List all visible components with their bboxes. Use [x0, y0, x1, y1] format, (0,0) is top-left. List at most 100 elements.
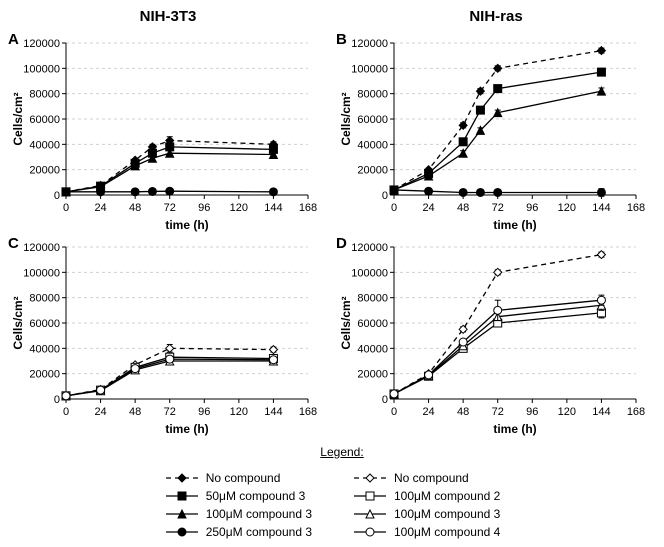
svg-text:0: 0: [63, 406, 69, 418]
panel-c: C 02000040000600008000010000012000002448…: [8, 237, 328, 437]
svg-text:Cells/cm²: Cells/cm²: [339, 296, 353, 349]
figure-grid: NIH-3T3 NIH-ras A 0200004000060000800001…: [8, 8, 656, 437]
svg-text:time (h): time (h): [165, 218, 208, 232]
svg-text:time (h): time (h): [493, 218, 536, 232]
svg-text:48: 48: [457, 202, 469, 214]
svg-text:80000: 80000: [29, 89, 60, 101]
svg-text:144: 144: [264, 202, 282, 214]
svg-text:24: 24: [94, 406, 106, 418]
svg-text:100000: 100000: [351, 63, 388, 75]
svg-text:0: 0: [391, 406, 397, 418]
legend-label: 100μM compound 3: [394, 507, 500, 521]
svg-text:72: 72: [164, 202, 176, 214]
svg-text:60000: 60000: [357, 114, 388, 126]
legend-item: No compound: [352, 471, 500, 485]
svg-text:0: 0: [382, 190, 388, 202]
legend-label: 100μM compound 4: [394, 525, 500, 539]
chart-c: 0200004000060000800001000001200000244872…: [8, 237, 318, 437]
panel-a: A 02000040000600008000010000012000002448…: [8, 33, 328, 233]
svg-text:168: 168: [627, 406, 645, 418]
svg-text:120000: 120000: [23, 242, 60, 254]
legend-swatch: [164, 471, 200, 485]
svg-text:40000: 40000: [357, 343, 388, 355]
svg-text:80000: 80000: [357, 89, 388, 101]
svg-text:144: 144: [592, 406, 610, 418]
panel-b: B 02000040000600008000010000012000002448…: [336, 33, 656, 233]
chart-a: 0200004000060000800001000001200000244872…: [8, 33, 318, 233]
panel-letter: A: [8, 31, 19, 48]
legend-item: 100μM compound 2: [352, 489, 500, 503]
svg-text:120000: 120000: [351, 242, 388, 254]
legend-title-wrap: Legend:: [8, 445, 656, 461]
legend-label: 50μM compound 3: [206, 489, 306, 503]
svg-text:0: 0: [391, 202, 397, 214]
legend-swatch: [352, 507, 388, 521]
panel-letter: C: [8, 235, 19, 252]
legend-item: 100μM compound 4: [352, 525, 500, 539]
svg-text:20000: 20000: [357, 165, 388, 177]
legend-title: Legend:: [300, 445, 363, 459]
svg-text:Cells/cm²: Cells/cm²: [11, 296, 25, 349]
svg-text:100000: 100000: [23, 267, 60, 279]
legend-swatch: [352, 489, 388, 503]
svg-text:120: 120: [558, 202, 576, 214]
svg-text:20000: 20000: [357, 369, 388, 381]
panel-letter: B: [336, 31, 347, 48]
svg-text:0: 0: [63, 202, 69, 214]
svg-text:96: 96: [198, 202, 210, 214]
svg-text:60000: 60000: [357, 318, 388, 330]
legend-label: No compound: [206, 471, 281, 485]
svg-text:24: 24: [94, 202, 106, 214]
svg-text:72: 72: [492, 406, 504, 418]
svg-text:60000: 60000: [29, 318, 60, 330]
panel-letter: D: [336, 235, 347, 252]
svg-text:0: 0: [54, 190, 60, 202]
svg-text:144: 144: [592, 202, 610, 214]
svg-text:80000: 80000: [29, 293, 60, 305]
chart-d: 0 20000 40000 60000 80000 100000 120000 0 24 48 72…: [336, 237, 646, 437]
legend-label: No compound: [394, 471, 469, 485]
svg-text:40000: 40000: [29, 139, 60, 151]
svg-text:60000: 60000: [29, 114, 60, 126]
legend-label: 250μM compound 3: [206, 525, 312, 539]
svg-text:0: 0: [54, 394, 60, 406]
svg-text:40000: 40000: [357, 139, 388, 151]
svg-text:168: 168: [299, 202, 317, 214]
svg-text:40000: 40000: [29, 343, 60, 355]
legend-swatch: [164, 489, 200, 503]
legend-item: 100μM compound 3: [352, 507, 500, 521]
svg-text:120: 120: [230, 406, 248, 418]
svg-text:24: 24: [422, 406, 434, 418]
svg-text:80000: 80000: [357, 293, 388, 305]
legend-swatch: [164, 525, 200, 539]
svg-text:96: 96: [526, 406, 538, 418]
svg-text:48: 48: [129, 202, 141, 214]
legend-swatch: [164, 507, 200, 521]
panel-d: D 0 20000 40000 60000 80000 100000 120000 0 24 48…: [336, 237, 656, 437]
svg-text:144: 144: [264, 406, 282, 418]
svg-text:72: 72: [492, 202, 504, 214]
legend-right: No compound 100μM compound 2 100μM compoun…: [352, 471, 500, 539]
legend-swatch: [352, 471, 388, 485]
legend: No compound 50μM compound 3 100μM compound…: [8, 471, 656, 539]
col-title-right: NIH-ras: [336, 8, 656, 29]
svg-text:96: 96: [198, 406, 210, 418]
svg-text:time (h): time (h): [493, 422, 536, 436]
svg-text:Cells/cm²: Cells/cm²: [339, 92, 353, 145]
legend-item: 50μM compound 3: [164, 489, 312, 503]
svg-text:48: 48: [457, 406, 469, 418]
legend-item: No compound: [164, 471, 312, 485]
legend-label: 100μM compound 3: [206, 507, 312, 521]
svg-text:24: 24: [422, 202, 434, 214]
svg-text:72: 72: [164, 406, 176, 418]
legend-left: No compound 50μM compound 3 100μM compound…: [164, 471, 312, 539]
svg-text:20000: 20000: [29, 165, 60, 177]
legend-item: 100μM compound 3: [164, 507, 312, 521]
legend-label: 100μM compound 2: [394, 489, 500, 503]
svg-text:120: 120: [558, 406, 576, 418]
svg-text:100000: 100000: [351, 267, 388, 279]
svg-text:time (h): time (h): [165, 422, 208, 436]
svg-text:120000: 120000: [23, 38, 60, 50]
svg-text:0: 0: [382, 394, 388, 406]
svg-text:48: 48: [129, 406, 141, 418]
